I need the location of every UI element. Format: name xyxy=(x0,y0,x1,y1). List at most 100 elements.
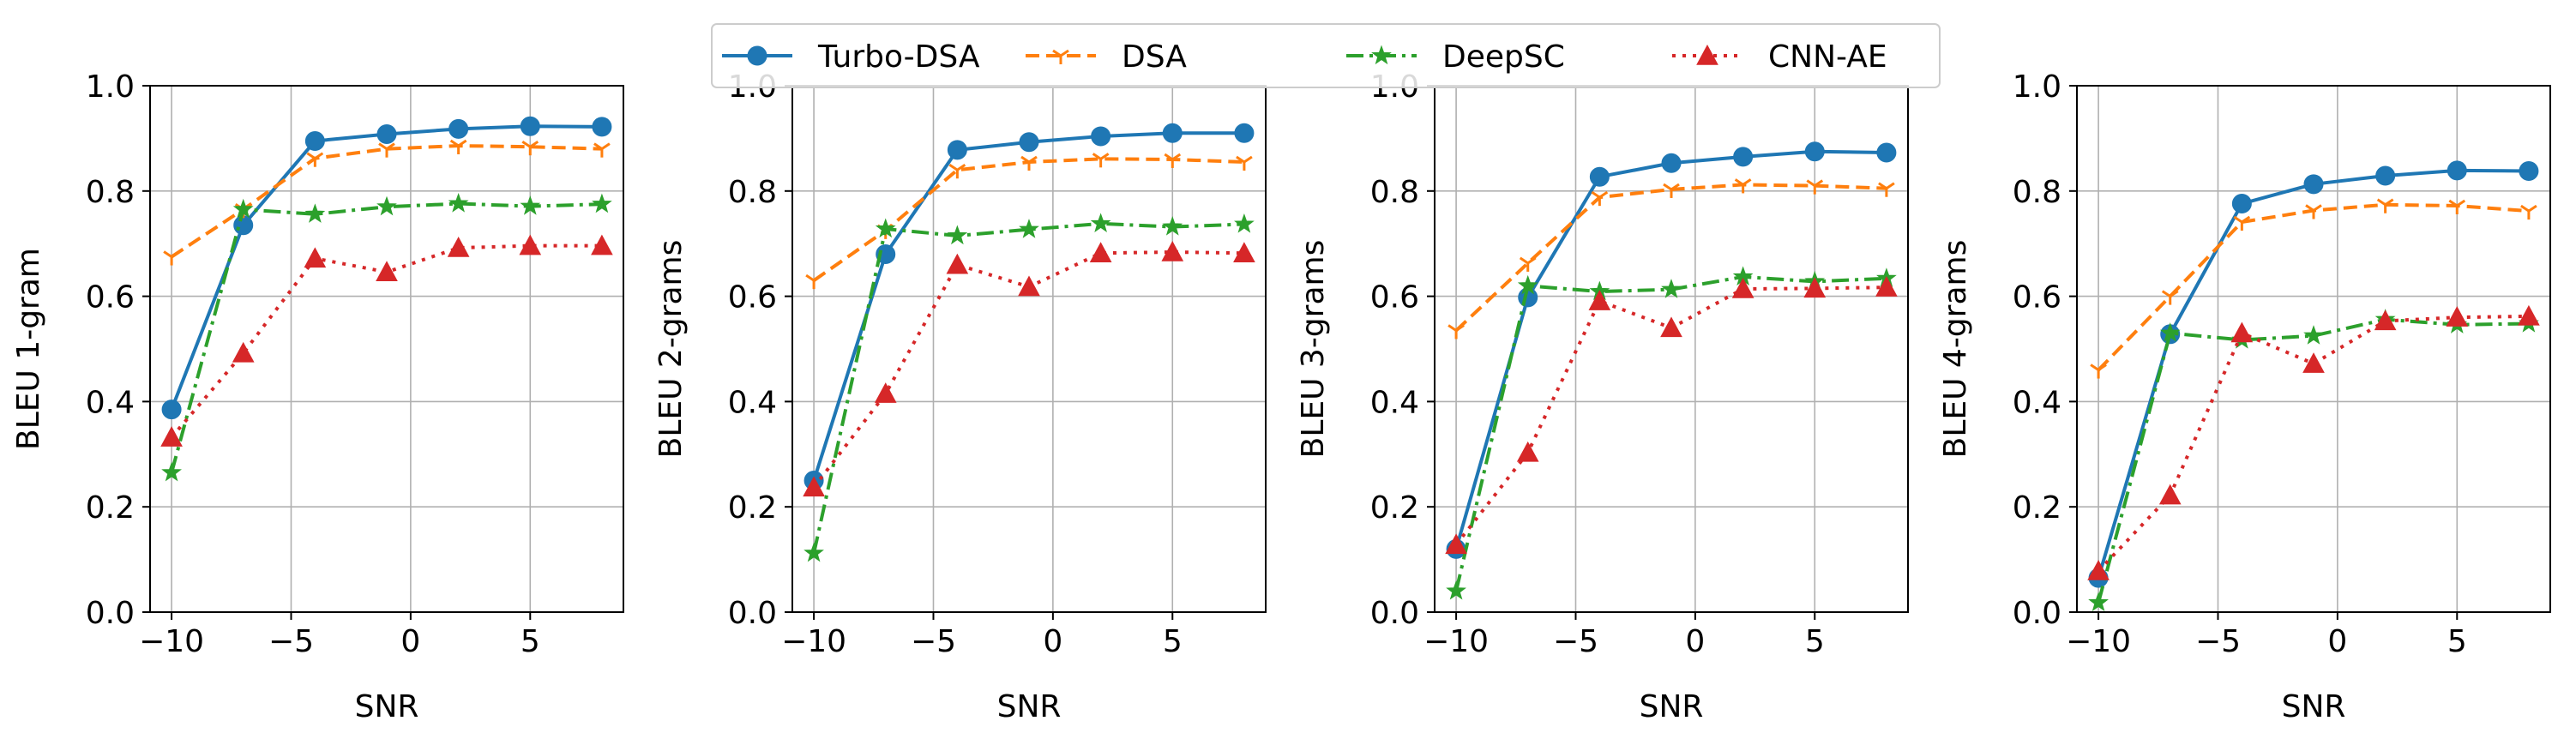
data-point-deepsc xyxy=(947,225,968,245)
axes-frame xyxy=(149,85,624,613)
y-tick-label: 0.0 xyxy=(728,596,777,631)
data-point-dsa xyxy=(1878,182,1895,197)
y-tick-label: 0.6 xyxy=(1370,280,1419,315)
x-axis-label: SNR xyxy=(1640,689,1704,724)
data-point-cnn-ae xyxy=(160,426,183,447)
series-deepsc xyxy=(803,213,1255,562)
data-point-dsa xyxy=(1164,153,1182,168)
x-tick-label: 0 xyxy=(1685,624,1705,659)
data-point-dsa xyxy=(163,250,180,266)
data-point-cnn-ae xyxy=(232,341,255,363)
data-point-cnn-ae xyxy=(2158,484,2182,505)
y-tick-label: 0.2 xyxy=(86,490,135,526)
data-point-dsa xyxy=(521,140,539,156)
data-point-turbo-dsa xyxy=(1733,147,1754,167)
data-point-turbo-dsa xyxy=(1019,132,1039,153)
data-point-deepsc xyxy=(1090,213,1111,232)
legend: Turbo-DSA DSA DeepSC CNN-AE xyxy=(711,23,1941,88)
x-tick-label: −5 xyxy=(1553,624,1598,659)
x-tick-label: 0 xyxy=(2327,624,2347,659)
data-point-deepsc xyxy=(1019,219,1039,238)
legend-entry-cnn-ae: CNN-AE xyxy=(1672,39,1887,75)
legend-label-dsa: DSA xyxy=(1122,39,1187,75)
data-point-turbo-dsa xyxy=(1804,141,1825,162)
y-tick-label: 0.8 xyxy=(728,175,777,210)
y-tick-label: 0.6 xyxy=(728,280,777,315)
x-tick-label: −5 xyxy=(268,624,314,659)
data-point-cnn-ae xyxy=(2087,560,2110,580)
y-tick-label: 1.0 xyxy=(86,69,135,105)
legend-marker-deepsc xyxy=(1371,45,1392,65)
data-point-dsa xyxy=(1092,153,1110,168)
data-point-cnn-ae xyxy=(1588,290,1611,310)
data-point-cnn-ae xyxy=(1660,316,1682,338)
data-point-cnn-ae xyxy=(1161,240,1184,261)
data-point-deepsc xyxy=(1162,216,1183,236)
data-point-deepsc xyxy=(2303,325,2324,345)
data-point-cnn-ae xyxy=(2374,309,2397,331)
data-point-dsa xyxy=(2376,198,2394,213)
data-point-deepsc xyxy=(448,193,469,213)
data-point-cnn-ae xyxy=(874,382,897,403)
data-point-deepsc xyxy=(875,218,896,238)
series-cnn-ae xyxy=(160,234,613,447)
y-axis-label: BLEU 3-grams xyxy=(1296,240,1331,459)
data-point-turbo-dsa xyxy=(1234,123,1255,143)
data-point-cnn-ae xyxy=(591,234,613,255)
data-point-dsa xyxy=(2448,199,2466,214)
data-point-turbo-dsa xyxy=(304,130,325,151)
data-point-cnn-ae xyxy=(447,237,470,257)
data-point-dsa xyxy=(2161,290,2179,305)
y-tick-label: 0.4 xyxy=(2013,385,2061,420)
x-tick-label: −10 xyxy=(781,624,846,659)
chart-panel-bleu-1-gram: −10 −5 0 5 0.0 0.2 0.4 0.6 0.8 1.0 SNR BLEU 1-gram xyxy=(11,69,624,724)
data-point-turbo-dsa xyxy=(2519,160,2539,181)
chart-panel-bleu-4-grams: −10 −5 0 5 0.0 0.2 0.4 0.6 0.8 1.0 SNR BLEU 4-grams xyxy=(1938,69,2551,724)
data-point-turbo-dsa xyxy=(161,400,182,420)
y-tick-label: 0.2 xyxy=(728,490,777,526)
y-axis-label: BLEU 2-grams xyxy=(653,240,689,459)
x-tick-label: 5 xyxy=(521,624,540,659)
data-point-cnn-ae xyxy=(2230,321,2254,343)
y-tick-label: 0.4 xyxy=(1370,385,1419,420)
legend-marker-dsa xyxy=(1052,49,1069,64)
x-tick-label: 5 xyxy=(1163,624,1183,659)
data-point-dsa xyxy=(2090,363,2107,379)
data-point-deepsc xyxy=(2088,592,2109,612)
data-point-turbo-dsa xyxy=(876,243,896,264)
data-point-cnn-ae xyxy=(1731,277,1754,298)
x-tick-label: −5 xyxy=(911,624,956,659)
data-point-turbo-dsa xyxy=(448,118,469,139)
y-tick-label: 0.2 xyxy=(1370,490,1419,526)
x-tick-label: 5 xyxy=(2447,624,2467,659)
y-tick-label: 0.0 xyxy=(2013,596,2061,631)
y-tick-label: 0.8 xyxy=(86,175,135,210)
data-point-dsa xyxy=(805,273,822,290)
data-point-deepsc xyxy=(1446,580,1466,600)
legend-marker-cnn-ae xyxy=(1696,44,1718,65)
data-point-cnn-ae xyxy=(2302,352,2325,373)
series-dsa xyxy=(1447,178,1895,339)
data-point-cnn-ae xyxy=(1233,242,1255,262)
y-tick-label: 0.8 xyxy=(2013,175,2061,210)
x-tick-label: 0 xyxy=(1043,624,1062,659)
y-tick-label: 0.8 xyxy=(1370,175,1419,210)
y-tick-label: 0.0 xyxy=(1370,596,1419,631)
series-turbo-dsa xyxy=(161,116,612,420)
y-axis-label: BLEU 4-grams xyxy=(1938,240,1973,459)
data-point-deepsc xyxy=(376,195,397,216)
legend-entry-turbo-dsa: Turbo-DSA xyxy=(722,39,980,75)
data-point-cnn-ae xyxy=(2518,304,2540,326)
data-point-turbo-dsa xyxy=(1661,153,1682,173)
data-point-turbo-dsa xyxy=(1162,123,1183,143)
data-point-turbo-dsa xyxy=(376,123,397,144)
y-tick-label: 0.4 xyxy=(728,385,777,420)
data-point-dsa xyxy=(1236,155,1253,171)
x-axis-label: SNR xyxy=(355,689,419,724)
data-point-turbo-dsa xyxy=(1876,142,1897,163)
x-axis-label: SNR xyxy=(997,689,1062,724)
x-axis-label: SNR xyxy=(2282,689,2346,724)
